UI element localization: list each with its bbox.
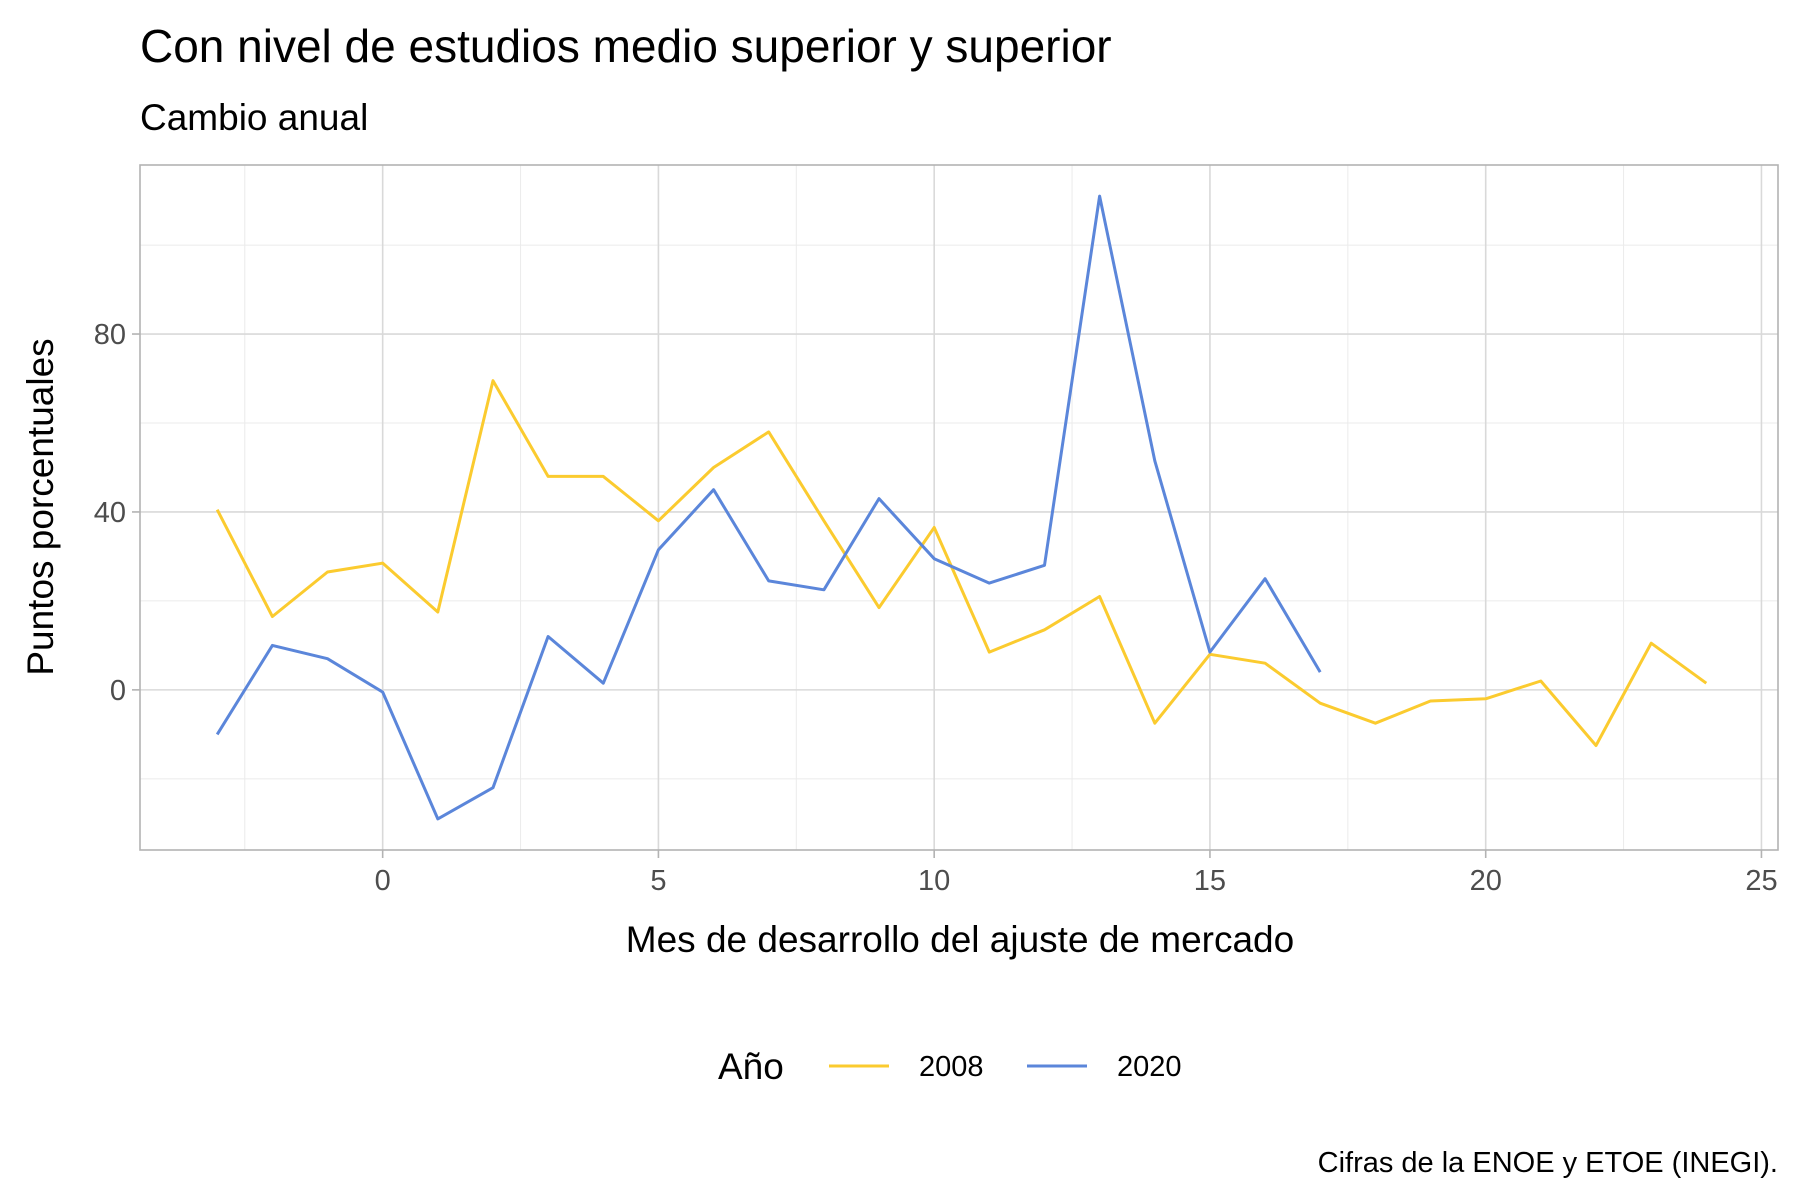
- series-line-2008: [215, 379, 1708, 747]
- chart-title: Con nivel de estudios medio superior y s…: [140, 20, 1112, 72]
- grid: [140, 165, 1778, 850]
- series-lines: [215, 194, 1708, 821]
- x-tick-label: 15: [1194, 865, 1226, 897]
- y-tick-label: 40: [94, 497, 126, 529]
- x-axis-title: Mes de desarrollo del ajuste de mercado: [626, 919, 1294, 960]
- chart-subtitle: Cambio anual: [140, 97, 368, 138]
- legend: Año 2008 2020: [718, 1046, 1182, 1087]
- x-tick-label: 0: [375, 865, 391, 897]
- y-axis-title: Puntos porcentuales: [20, 338, 61, 675]
- x-tick-label: 25: [1745, 865, 1777, 897]
- legend-title: Año: [718, 1046, 784, 1087]
- legend-label-2020: 2020: [1117, 1051, 1182, 1083]
- x-tick-label: 10: [918, 865, 950, 897]
- x-tick-label: 20: [1470, 865, 1502, 897]
- caption: Cifras de la ENOE y ETOE (INEGI).: [1318, 1147, 1778, 1179]
- y-tick-label: 80: [94, 319, 126, 351]
- panel-border: [139, 164, 1779, 851]
- y-tick-label: 0: [110, 675, 126, 707]
- axis-ticks: 0 5 10 15 20 25 0 40 80: [94, 319, 1778, 897]
- x-tick-label: 5: [650, 865, 666, 897]
- series-line-2020: [215, 194, 1322, 821]
- legend-label-2008: 2008: [919, 1051, 984, 1083]
